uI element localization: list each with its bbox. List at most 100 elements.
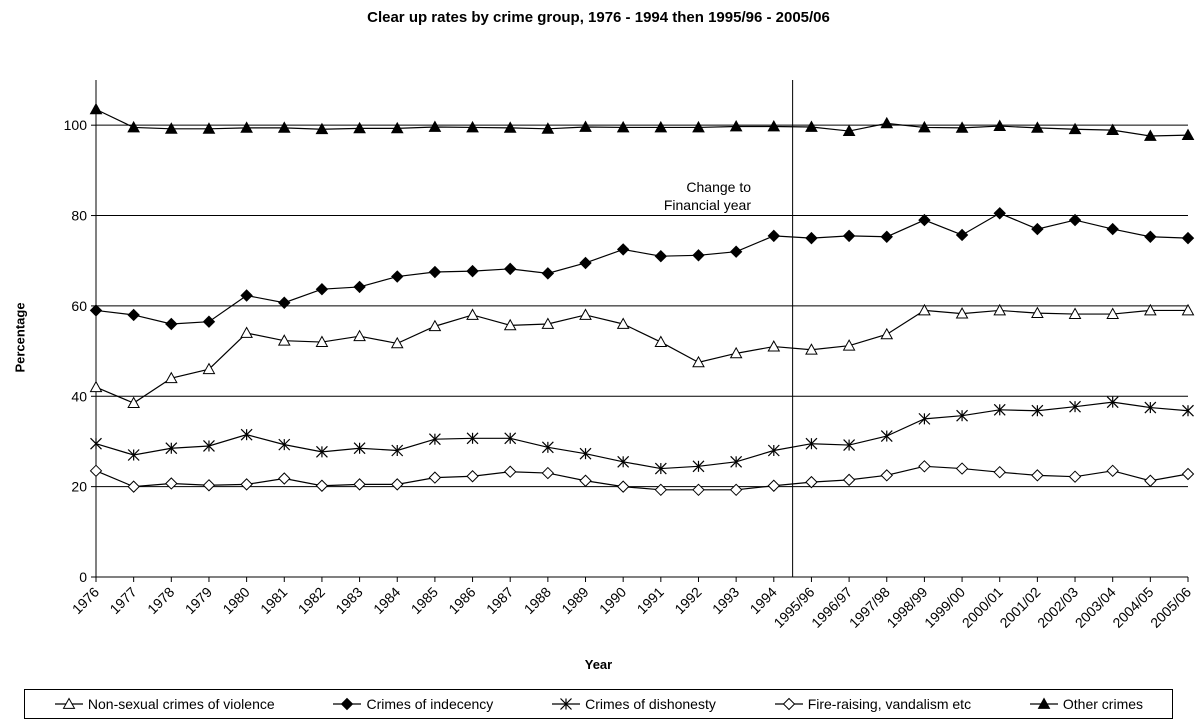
legend-swatch	[333, 697, 362, 711]
data-point	[993, 207, 1006, 220]
data-point	[1181, 467, 1195, 481]
data-point	[391, 270, 404, 283]
data-point	[428, 319, 442, 332]
data-point	[165, 477, 178, 490]
y-tick-label: 60	[71, 298, 87, 314]
data-point	[579, 308, 592, 320]
data-point	[692, 460, 705, 473]
data-point	[428, 265, 442, 279]
legend-label: Other crimes	[1062, 696, 1144, 712]
data-point	[993, 465, 1006, 479]
data-point	[918, 412, 931, 425]
data-point	[127, 480, 140, 493]
data-point	[880, 230, 893, 243]
x-tick-label: 2002/03	[1034, 584, 1081, 631]
data-point	[466, 264, 479, 278]
data-point	[541, 466, 555, 480]
data-point	[89, 304, 103, 317]
data-point	[503, 262, 517, 276]
data-point	[1068, 307, 1082, 319]
data-point	[729, 483, 743, 497]
series-line-3	[95, 465, 1189, 491]
data-point	[616, 480, 630, 493]
data-point	[616, 243, 630, 256]
x-tick-label: 1976	[69, 584, 102, 617]
data-point	[466, 432, 479, 445]
data-point	[880, 327, 894, 340]
data-point	[541, 122, 555, 134]
data-point	[466, 308, 479, 320]
x-tick-label: 1993	[709, 584, 742, 617]
legend-item: Other crimes	[1029, 696, 1143, 712]
data-point	[277, 334, 291, 346]
data-point	[654, 483, 668, 497]
x-tick-label: 1979	[182, 584, 215, 617]
data-point	[1182, 404, 1194, 417]
data-point	[880, 430, 893, 442]
data-point	[278, 438, 291, 451]
data-point	[165, 317, 178, 331]
data-point	[1181, 303, 1195, 316]
data-point	[164, 122, 178, 134]
annotation-line-1: Change to	[686, 179, 751, 195]
financial-year-annotation: Change to Financial year	[663, 178, 751, 214]
data-point	[466, 120, 479, 133]
x-tick-label: 1981	[257, 584, 290, 617]
x-tick-label: 2004/05	[1109, 584, 1156, 631]
data-point	[729, 245, 743, 258]
data-point	[1181, 128, 1195, 141]
y-tick-label: 100	[64, 117, 88, 133]
y-tick-label: 40	[71, 388, 87, 404]
chart-title: Clear up rates by crime group, 1976 - 19…	[367, 9, 830, 26]
data-point	[1143, 303, 1157, 316]
legend-marker	[341, 697, 354, 711]
data-point	[767, 340, 781, 352]
data-point	[617, 455, 630, 468]
data-point	[729, 346, 743, 359]
series-line-4	[95, 108, 1189, 137]
data-point	[1031, 469, 1044, 482]
y-tick-label: 80	[71, 208, 87, 224]
data-point	[316, 445, 328, 458]
data-point	[127, 449, 140, 461]
x-tick-label: 1982	[295, 584, 328, 617]
annotation-line-2: Financial year	[663, 197, 751, 213]
legend-marker	[1037, 697, 1051, 709]
x-tick-label: 1992	[671, 584, 704, 617]
data-point	[127, 396, 141, 408]
x-tick-label: 1996/97	[808, 584, 855, 631]
data-point	[164, 371, 178, 384]
legend-item: Crimes of dishonesty	[551, 696, 716, 712]
data-point	[165, 442, 178, 455]
data-point	[503, 318, 517, 331]
data-point	[993, 403, 1006, 416]
data-point	[654, 335, 668, 347]
data-point	[767, 444, 780, 457]
data-point	[315, 479, 329, 492]
data-point	[1106, 307, 1120, 319]
data-point	[805, 437, 818, 450]
x-tick-label: 1977	[106, 584, 139, 617]
x-tick-label: 1989	[558, 584, 591, 617]
data-point	[90, 437, 102, 450]
legend-swatch	[774, 697, 803, 711]
legend-swatch	[54, 697, 83, 709]
legend-marker	[62, 697, 76, 709]
data-point	[240, 478, 253, 491]
data-point	[579, 120, 592, 132]
data-point	[127, 120, 141, 133]
data-point	[89, 464, 103, 478]
data-point	[842, 229, 856, 243]
data-point	[805, 120, 818, 132]
data-point	[1106, 123, 1120, 136]
data-point	[654, 462, 667, 475]
data-point	[466, 470, 479, 483]
data-point	[503, 121, 517, 133]
legend-marker	[560, 698, 573, 710]
data-point	[428, 120, 442, 132]
data-point	[1031, 404, 1044, 417]
series-line-1	[95, 212, 1189, 325]
data-point	[202, 122, 216, 134]
legend-swatch	[1029, 697, 1058, 709]
